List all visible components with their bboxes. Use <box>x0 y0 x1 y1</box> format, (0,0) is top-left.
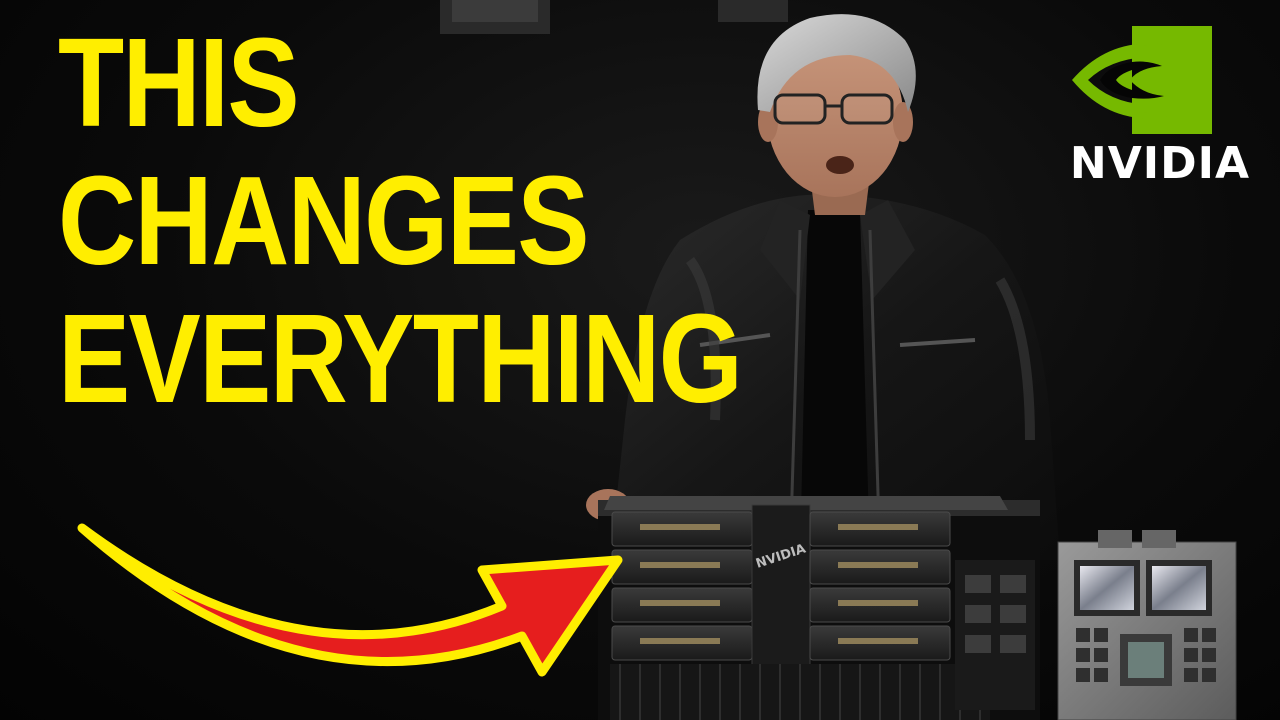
superchip-board <box>1057 530 1237 720</box>
headline-line-2: CHANGES <box>58 150 590 291</box>
headline-line-1: THIS <box>58 12 300 153</box>
headline-line-3: EVERYTHING <box>58 288 743 429</box>
stage-lights <box>440 0 788 34</box>
nvidia-eye-icon <box>1072 26 1212 134</box>
gpu-modules-right <box>809 511 951 661</box>
headline: THIS CHANGES EVERYTHING <box>58 8 852 434</box>
gpu-modules-left <box>611 511 753 661</box>
nvidia-wordmark: NVIDIA <box>1069 138 1251 189</box>
presenter <box>586 14 1060 561</box>
gpu-server-tray: NVIDIA <box>598 496 1040 720</box>
nvidia-logo: NVIDIA <box>1062 20 1262 190</box>
red-arrow-icon <box>77 523 623 677</box>
